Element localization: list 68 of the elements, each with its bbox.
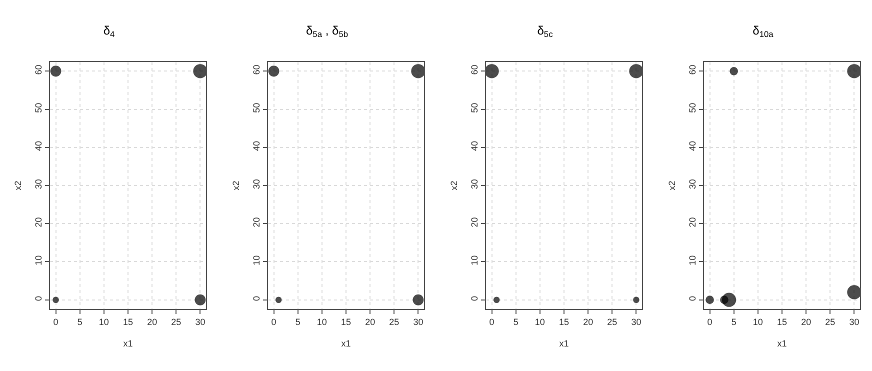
x-tick-label: 10 [534,316,545,327]
y-tick-label: 30 [251,179,262,190]
x-tick-label: 25 [607,316,618,327]
y-tick-label: 0 [33,296,44,302]
y-tick-label: 40 [251,141,262,152]
x-tick-label: 15 [558,316,570,327]
y-tick-label: 50 [469,102,480,113]
x-tick-label: 5 [513,316,518,327]
x-tick-label: 30 [631,316,642,327]
x-tick-label: 25 [389,316,400,327]
x-tick-label: 30 [413,316,424,327]
x-tick-label: 0 [489,316,494,327]
x-tick-label: 0 [53,316,58,327]
chart-title: δ$_{5c}$ [537,23,553,39]
y-tick-label: 0 [687,296,698,302]
x-tick-label: 10 [752,316,763,327]
x-tick-label: 0 [707,316,712,327]
y-tick-label: 50 [251,102,262,113]
y-tick-label: 30 [469,179,480,190]
x-axis-title: x1 [777,338,787,349]
y-tick-label: 40 [687,141,698,152]
x-tick-label: 15 [340,316,352,327]
x-tick-label: 30 [195,316,206,327]
y-tick-label: 20 [33,217,44,228]
x-tick-label: 25 [825,316,836,327]
x-tick-label: 20 [365,316,376,327]
y-axis-title: x2 [448,180,459,190]
y-axis-title: x2 [666,180,677,190]
y-tick-label: 50 [687,102,698,113]
chart-title: δ$_{4}$ [103,23,116,39]
y-tick-label: 10 [33,255,44,266]
x-tick-label: 10 [98,316,109,327]
x-axis-title: x1 [559,338,569,349]
x-tick-label: 25 [171,316,182,327]
x-tick-label: 20 [801,316,812,327]
y-tick-label: 0 [251,296,262,302]
x-tick-label: 20 [583,316,594,327]
x-tick-label: 5 [731,316,736,327]
x-tick-label: 0 [271,316,276,327]
y-axis-title: x2 [12,180,23,190]
y-tick-label: 10 [469,255,480,266]
x-tick-label: 20 [147,316,158,327]
y-tick-label: 50 [33,102,44,113]
y-tick-label: 60 [469,64,480,75]
x-tick-label: 15 [122,316,134,327]
x-tick-label: 5 [295,316,300,327]
y-tick-label: 30 [687,179,698,190]
x-tick-label: 30 [849,316,860,327]
y-tick-label: 0 [469,296,480,302]
y-tick-label: 20 [251,217,262,228]
x-axis-title: x1 [341,338,351,349]
x-tick-label: 10 [316,316,327,327]
y-tick-label: 60 [251,64,262,75]
y-tick-label: 20 [687,217,698,228]
y-tick-label: 30 [33,179,44,190]
y-tick-label: 60 [33,64,44,75]
y-axis-title: x2 [230,180,241,190]
chart-title: δ$_{5a}$ , δ$_{5b}$ [306,23,348,39]
y-tick-label: 40 [33,141,44,152]
x-tick-label: 5 [77,316,82,327]
y-tick-label: 10 [251,255,262,266]
chart-title: δ$_{10a}$ [752,23,774,39]
x-tick-label: 15 [776,316,788,327]
y-tick-label: 10 [687,255,698,266]
x-axis-title: x1 [123,338,133,349]
y-tick-label: 20 [469,217,480,228]
y-tick-label: 40 [469,141,480,152]
y-tick-label: 60 [687,64,698,75]
